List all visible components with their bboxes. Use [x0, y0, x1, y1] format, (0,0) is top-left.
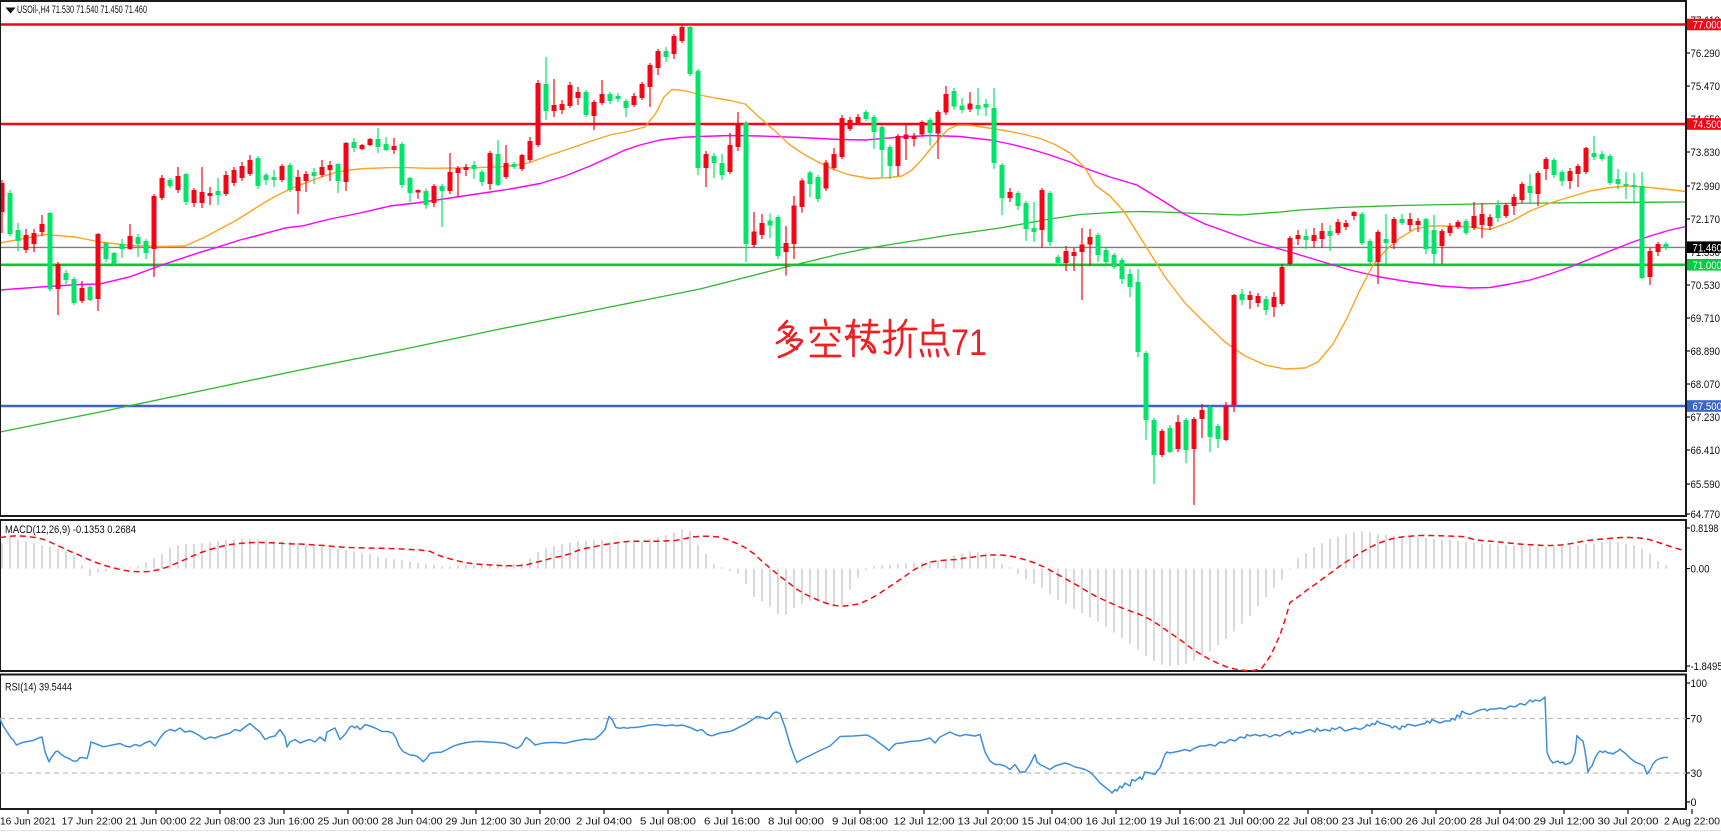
svg-text:66.410: 66.410 [1691, 445, 1721, 457]
svg-text:0: 0 [1691, 797, 1697, 809]
svg-text:68.070: 68.070 [1691, 379, 1721, 391]
svg-text:71.000: 71.000 [1693, 260, 1721, 272]
svg-text:9 Jul 08:00: 9 Jul 08:00 [832, 817, 888, 828]
svg-text:16 Jun 2021: 16 Jun 2021 [0, 817, 56, 828]
svg-text:72.170: 72.170 [1691, 214, 1721, 226]
svg-text:13 Jul 20:00: 13 Jul 20:00 [958, 817, 1019, 828]
svg-text:30 Jul 20:00: 30 Jul 20:00 [1598, 817, 1659, 828]
svg-text:70: 70 [1691, 713, 1703, 725]
svg-text:21 Jun 00:00: 21 Jun 00:00 [126, 817, 187, 828]
svg-text:0.00: 0.00 [1691, 563, 1710, 575]
svg-text:22 Jul 08:00: 22 Jul 08:00 [1278, 817, 1339, 828]
svg-text:26 Jul 20:00: 26 Jul 20:00 [1406, 817, 1467, 828]
svg-text:15 Jul 04:00: 15 Jul 04:00 [1022, 817, 1083, 828]
svg-text:73.830: 73.830 [1691, 147, 1721, 159]
svg-text:77.000: 77.000 [1693, 20, 1721, 32]
svg-text:RSI(14) 39.5444: RSI(14) 39.5444 [5, 682, 72, 694]
svg-text:-1.8495: -1.8495 [1691, 661, 1721, 673]
svg-text:2 Aug 22:00: 2 Aug 22:00 [1664, 817, 1720, 828]
svg-text:100: 100 [1691, 678, 1708, 690]
svg-text:76.290: 76.290 [1691, 48, 1721, 60]
svg-text:71: 71 [951, 321, 987, 363]
svg-text:28 Jul 04:00: 28 Jul 04:00 [1470, 817, 1531, 828]
svg-text:68.890: 68.890 [1691, 346, 1721, 358]
svg-text:64.770: 64.770 [1691, 509, 1721, 521]
svg-text:30: 30 [1691, 768, 1703, 780]
svg-text:25 Jun 00:00: 25 Jun 00:00 [318, 817, 379, 828]
svg-text:70.530: 70.530 [1691, 280, 1721, 292]
svg-text:USOil-,H4 71.530 71.540 71.45: USOil-,H4 71.530 71.540 71.450 71.460 [17, 4, 147, 16]
svg-text:6 Jul 16:00: 6 Jul 16:00 [704, 817, 760, 828]
svg-text:67.500: 67.500 [1693, 401, 1721, 413]
svg-text:17 Jun 22:00: 17 Jun 22:00 [62, 817, 123, 828]
svg-text:30 Jun 20:00: 30 Jun 20:00 [510, 817, 571, 828]
svg-text:23 Jun 16:00: 23 Jun 16:00 [254, 817, 315, 828]
svg-text:74.500: 74.500 [1693, 119, 1721, 131]
svg-text:71.460: 71.460 [1693, 242, 1721, 254]
svg-text:72.990: 72.990 [1691, 181, 1721, 193]
svg-text:75.470: 75.470 [1691, 81, 1721, 93]
svg-text:23 Jul 16:00: 23 Jul 16:00 [1342, 817, 1403, 828]
svg-text:2 Jul 04:00: 2 Jul 04:00 [576, 817, 632, 828]
svg-text:19 Jul 16:00: 19 Jul 16:00 [1150, 817, 1211, 828]
svg-text:69.710: 69.710 [1691, 313, 1721, 325]
svg-text:MACD(12,26,9) -0.1353 0.2684: MACD(12,26,9) -0.1353 0.2684 [5, 524, 136, 536]
svg-text:22 Jun 08:00: 22 Jun 08:00 [190, 817, 251, 828]
svg-text:21 Jul 00:00: 21 Jul 00:00 [1214, 817, 1275, 828]
svg-text:29 Jul 12:00: 29 Jul 12:00 [1534, 817, 1595, 828]
svg-text:29 Jun 12:00: 29 Jun 12:00 [446, 817, 507, 828]
svg-text:16 Jul 12:00: 16 Jul 12:00 [1086, 817, 1147, 828]
svg-text:12 Jul 12:00: 12 Jul 12:00 [894, 817, 955, 828]
svg-text:67.230: 67.230 [1691, 412, 1721, 424]
svg-text:5 Jul 08:00: 5 Jul 08:00 [640, 817, 696, 828]
svg-text:28 Jun 04:00: 28 Jun 04:00 [382, 817, 443, 828]
svg-text:65.590: 65.590 [1691, 479, 1721, 491]
svg-text:0.8198: 0.8198 [1691, 523, 1719, 535]
svg-text:8 Jul 00:00: 8 Jul 00:00 [768, 817, 824, 828]
